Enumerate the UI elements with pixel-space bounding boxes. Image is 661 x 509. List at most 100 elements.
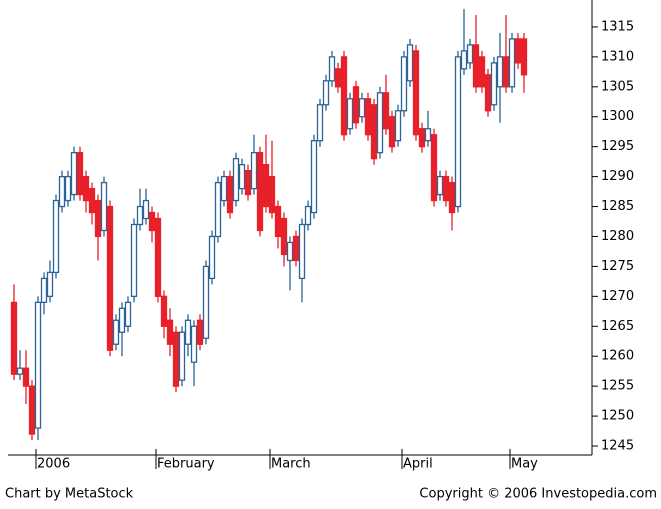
candle-body bbox=[130, 223, 138, 297]
candle-body bbox=[520, 38, 528, 76]
candle-body bbox=[28, 385, 36, 435]
candle-body bbox=[508, 38, 516, 88]
candle-body bbox=[40, 277, 48, 303]
candle-body bbox=[184, 319, 192, 345]
candle-body bbox=[46, 271, 54, 297]
candle-body bbox=[328, 56, 336, 82]
y-tick-label: 1290 bbox=[601, 169, 634, 184]
candle-body bbox=[364, 98, 372, 136]
candle-body bbox=[322, 80, 330, 106]
candle-body bbox=[22, 367, 30, 387]
candle-body bbox=[88, 187, 96, 214]
candle-body bbox=[478, 56, 486, 88]
candle-body bbox=[514, 38, 522, 64]
candle-body bbox=[268, 175, 276, 214]
candle-body bbox=[82, 175, 90, 202]
y-tick-label: 1245 bbox=[601, 439, 634, 454]
y-tick-label: 1315 bbox=[601, 19, 634, 34]
candle-body bbox=[160, 295, 168, 327]
candle-body bbox=[400, 56, 408, 112]
candle-body bbox=[346, 98, 354, 130]
candle-body bbox=[226, 175, 234, 214]
candle-body bbox=[190, 325, 198, 363]
candle-body bbox=[352, 86, 360, 124]
footer-right: Copyright © 2006 Investopedia.com bbox=[419, 487, 657, 502]
candle-body bbox=[142, 199, 150, 220]
candle-body bbox=[496, 56, 504, 88]
candle-body bbox=[196, 319, 204, 345]
candle-body bbox=[262, 163, 270, 208]
candle-body bbox=[148, 211, 156, 232]
candle-body bbox=[238, 163, 246, 190]
x-tick-label: May bbox=[511, 457, 538, 472]
candle-body bbox=[298, 223, 306, 280]
x-tick-label: 2006 bbox=[37, 457, 70, 472]
candle-body bbox=[394, 110, 402, 142]
x-tick-label: March bbox=[271, 457, 311, 472]
candle-body bbox=[286, 241, 294, 262]
candle-body bbox=[166, 319, 174, 345]
candle-body bbox=[442, 175, 450, 202]
y-tick-label: 1310 bbox=[601, 49, 634, 64]
candle-body bbox=[382, 92, 390, 130]
y-tick-label: 1300 bbox=[601, 109, 634, 124]
candle-body bbox=[34, 301, 42, 429]
candle-body bbox=[388, 116, 396, 148]
candle-body bbox=[430, 134, 438, 202]
candle-body bbox=[454, 56, 462, 208]
candle-body bbox=[466, 44, 474, 64]
candle-body bbox=[202, 265, 210, 339]
candle-body bbox=[94, 199, 102, 238]
candle-body bbox=[460, 50, 468, 70]
candle-body bbox=[154, 217, 162, 297]
candle-body bbox=[100, 181, 108, 232]
candle-body bbox=[106, 205, 114, 351]
candle-body bbox=[484, 74, 492, 112]
candle-body bbox=[70, 152, 78, 196]
candle-body bbox=[208, 235, 216, 280]
candle-body bbox=[316, 104, 324, 142]
candle-body bbox=[52, 199, 60, 274]
candle-body bbox=[10, 301, 18, 375]
y-tick-label: 1255 bbox=[601, 379, 634, 394]
candle-body bbox=[58, 175, 66, 208]
y-tick-label: 1280 bbox=[601, 229, 634, 244]
candle-body bbox=[172, 331, 180, 387]
candle-body bbox=[358, 98, 366, 118]
candle-body bbox=[448, 181, 456, 214]
candle-body bbox=[424, 128, 432, 142]
x-tick-label: April bbox=[403, 457, 433, 472]
candle-body bbox=[232, 158, 240, 202]
candle-body bbox=[136, 205, 144, 226]
y-tick-label: 1275 bbox=[601, 259, 634, 274]
candle-body bbox=[124, 301, 132, 327]
y-tick-label: 1305 bbox=[601, 79, 634, 94]
candle-body bbox=[502, 56, 510, 88]
candle-body bbox=[304, 205, 312, 226]
candle-body bbox=[418, 128, 426, 148]
candle-body bbox=[490, 62, 498, 106]
candle-body bbox=[340, 56, 348, 136]
candle-body bbox=[178, 331, 186, 381]
candle-body bbox=[310, 140, 318, 214]
candle-body bbox=[274, 205, 282, 238]
x-tick-label: February bbox=[157, 457, 215, 472]
y-tick-label: 1250 bbox=[601, 409, 634, 424]
candle-body bbox=[376, 92, 384, 154]
y-tick-label: 1285 bbox=[601, 199, 634, 214]
candle-body bbox=[472, 44, 480, 88]
candle-body bbox=[280, 217, 288, 256]
y-tick-label: 1260 bbox=[601, 349, 634, 364]
candle-body bbox=[16, 367, 24, 375]
candle-body bbox=[406, 44, 414, 82]
candle-body bbox=[292, 235, 300, 262]
candle-body bbox=[334, 68, 342, 88]
candle-body bbox=[64, 175, 72, 202]
y-tick-label: 1270 bbox=[601, 289, 634, 304]
candle-body bbox=[256, 152, 264, 232]
y-tick-label: 1295 bbox=[601, 139, 634, 154]
y-tick-label: 1265 bbox=[601, 319, 634, 334]
footer-left: Chart by MetaStock bbox=[5, 487, 134, 502]
candle-body bbox=[118, 307, 126, 333]
